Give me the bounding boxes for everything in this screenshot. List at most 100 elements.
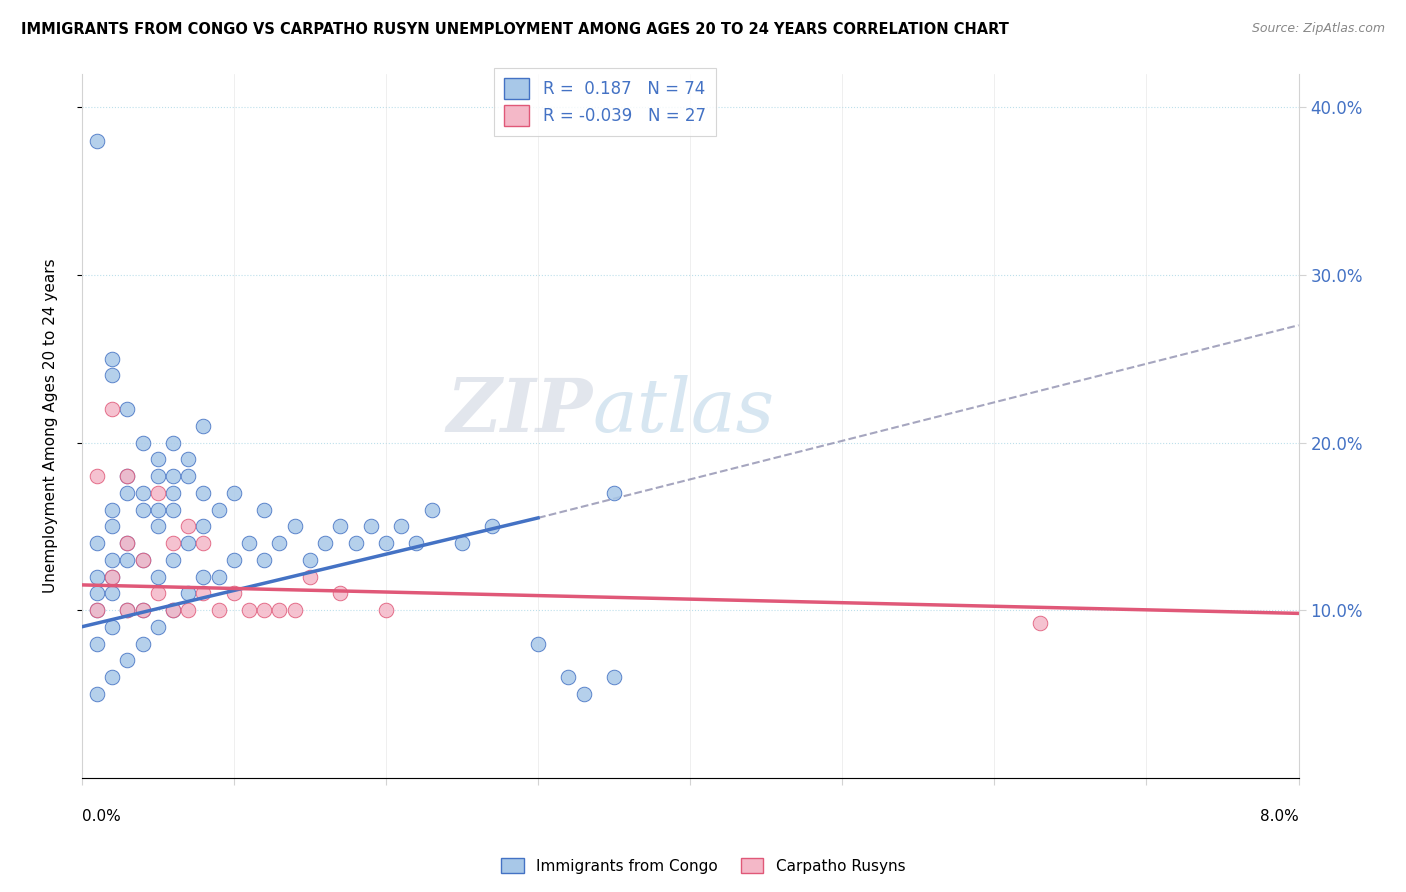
Point	[284, 603, 307, 617]
Point	[146, 452, 169, 467]
Point	[314, 536, 336, 550]
Point	[117, 536, 139, 550]
Point	[131, 435, 153, 450]
Point	[101, 402, 124, 417]
Point	[101, 569, 124, 583]
Point	[253, 603, 276, 617]
Point	[193, 485, 215, 500]
Point	[603, 485, 626, 500]
Point	[389, 519, 412, 533]
Point	[162, 502, 184, 516]
Point	[86, 586, 108, 600]
Point	[329, 519, 352, 533]
Point	[101, 519, 124, 533]
Point	[131, 553, 153, 567]
Point	[146, 586, 169, 600]
Point	[101, 368, 124, 383]
Point	[162, 553, 184, 567]
Text: atlas: atlas	[593, 376, 775, 448]
Point	[101, 569, 124, 583]
Point	[131, 636, 153, 650]
Point	[162, 603, 184, 617]
Point	[1029, 616, 1052, 631]
Point	[146, 569, 169, 583]
Point	[131, 502, 153, 516]
Point	[86, 134, 108, 148]
Point	[405, 536, 427, 550]
Point	[572, 687, 595, 701]
Point	[101, 670, 124, 684]
Point	[131, 603, 153, 617]
Point	[177, 603, 200, 617]
Point	[86, 687, 108, 701]
Point	[86, 536, 108, 550]
Point	[374, 536, 396, 550]
Point	[360, 519, 382, 533]
Point	[146, 519, 169, 533]
Point	[222, 485, 245, 500]
Point	[269, 603, 291, 617]
Point	[374, 603, 396, 617]
Point	[146, 469, 169, 483]
Legend: Immigrants from Congo, Carpatho Rusyns: Immigrants from Congo, Carpatho Rusyns	[495, 852, 911, 880]
Point	[162, 485, 184, 500]
Point	[238, 603, 260, 617]
Point	[131, 603, 153, 617]
Point	[253, 553, 276, 567]
Point	[177, 586, 200, 600]
Point	[86, 469, 108, 483]
Point	[101, 620, 124, 634]
Point	[238, 536, 260, 550]
Text: 8.0%: 8.0%	[1260, 809, 1299, 824]
Point	[329, 586, 352, 600]
Point	[117, 485, 139, 500]
Point	[146, 502, 169, 516]
Point	[207, 502, 229, 516]
Point	[177, 469, 200, 483]
Point	[146, 485, 169, 500]
Point	[86, 569, 108, 583]
Point	[269, 536, 291, 550]
Point	[177, 536, 200, 550]
Point	[162, 435, 184, 450]
Point	[451, 536, 474, 550]
Point	[420, 502, 443, 516]
Point	[481, 519, 503, 533]
Point	[207, 603, 229, 617]
Point	[527, 636, 550, 650]
Point	[131, 485, 153, 500]
Point	[207, 569, 229, 583]
Point	[162, 536, 184, 550]
Point	[162, 603, 184, 617]
Point	[101, 502, 124, 516]
Point	[146, 620, 169, 634]
Point	[298, 553, 321, 567]
Point	[117, 603, 139, 617]
Point	[177, 452, 200, 467]
Point	[193, 586, 215, 600]
Point	[117, 469, 139, 483]
Point	[117, 653, 139, 667]
Legend: R =  0.187   N = 74, R = -0.039   N = 27: R = 0.187 N = 74, R = -0.039 N = 27	[495, 68, 716, 136]
Point	[162, 469, 184, 483]
Point	[117, 536, 139, 550]
Y-axis label: Unemployment Among Ages 20 to 24 years: Unemployment Among Ages 20 to 24 years	[44, 259, 58, 593]
Point	[117, 469, 139, 483]
Point	[101, 553, 124, 567]
Point	[557, 670, 579, 684]
Point	[86, 603, 108, 617]
Point	[86, 636, 108, 650]
Point	[284, 519, 307, 533]
Point	[101, 586, 124, 600]
Point	[193, 418, 215, 433]
Point	[222, 586, 245, 600]
Point	[101, 351, 124, 366]
Point	[193, 569, 215, 583]
Point	[298, 569, 321, 583]
Point	[222, 553, 245, 567]
Point	[117, 603, 139, 617]
Point	[603, 670, 626, 684]
Point	[193, 519, 215, 533]
Point	[117, 553, 139, 567]
Point	[193, 536, 215, 550]
